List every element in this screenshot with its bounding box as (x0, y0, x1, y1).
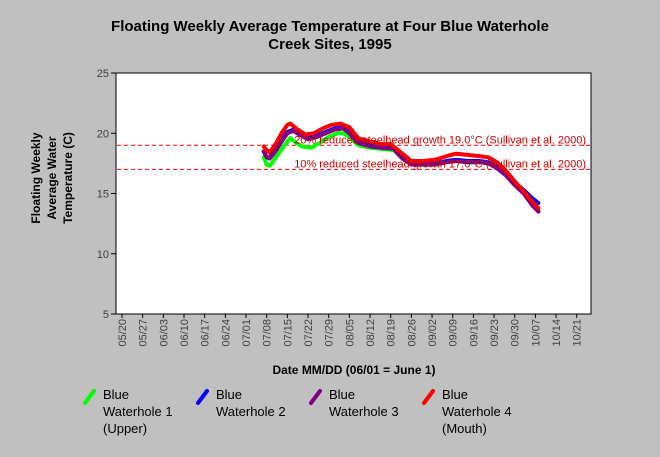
legend-swatch (83, 389, 96, 405)
x-tick-label: 08/12 (365, 319, 377, 347)
legend-label-line: Blue (442, 387, 468, 402)
x-tick-label: 10/21 (572, 319, 584, 347)
threshold-lines (117, 144, 590, 170)
x-tick-label: 06/17 (200, 319, 212, 347)
y-axis-label-line: Floating Weekly (29, 132, 43, 223)
chart-title-line: Floating Weekly Average Temperature at F… (111, 18, 549, 35)
series-line (261, 121, 541, 210)
legend-swatch (196, 389, 209, 405)
x-tick-label: 06/10 (179, 319, 191, 347)
legend-label-line: Blue (329, 387, 355, 402)
y-tick-label: 10 (97, 249, 109, 261)
y-axis-label-line: Average Water (45, 136, 59, 219)
x-tick-label: 05/27 (138, 319, 150, 347)
legend-label-line: (Upper) (103, 421, 147, 436)
x-tick-label: 10/14 (551, 319, 563, 347)
threshold-label: 10% reduced steelhead growth 17.0°C (Sul… (294, 158, 586, 170)
y-axis-ticks: 5 10 15 20 25 (97, 68, 116, 321)
x-tick-label: 07/15 (282, 319, 294, 347)
x-tick-label: 09/23 (489, 319, 501, 347)
legend-label-line: Waterhole 2 (216, 404, 286, 419)
legend-label-line: Waterhole 3 (329, 404, 399, 419)
legend-label-line: Waterhole 1 (103, 404, 173, 419)
x-tick-label: 09/09 (448, 319, 460, 347)
x-tick-label: 09/02 (427, 319, 439, 347)
x-tick-label: 08/26 (406, 319, 418, 347)
legend: Blue Waterhole 1 (Upper) Blue Waterhole 2 Blu… (83, 387, 512, 436)
x-tick-label: 08/19 (386, 319, 398, 347)
x-tick-label: 07/29 (324, 319, 336, 347)
x-tick-label: 07/08 (262, 319, 274, 347)
x-tick-label: 05/20 (117, 319, 129, 347)
x-tick-label: 07/22 (303, 319, 315, 347)
x-tick-label: 10/07 (530, 319, 542, 347)
legend-swatch (309, 389, 322, 405)
x-tick-label: 07/01 (241, 319, 253, 347)
x-tick-label: 06/03 (158, 319, 170, 347)
y-tick-label: 20 (97, 128, 109, 140)
x-axis-ticks: 05/20 05/27 06/03 06/10 06/17 06/24 07/01 07/08… (117, 314, 584, 347)
x-tick-label: 09/16 (468, 319, 480, 347)
chart-title: Floating Weekly Average Temperature at F… (111, 18, 549, 53)
y-axis-label: Floating Weekly Average Water Temperature … (29, 132, 75, 224)
chart-title-line: Creek Sites, 1995 (268, 36, 391, 53)
data-series (261, 121, 541, 214)
threshold-labels: 20% reduced steelhead growth 19.0°C (Sul… (294, 134, 586, 170)
legend-label-line: (Mouth) (442, 421, 487, 436)
y-tick-label: 5 (103, 309, 109, 321)
threshold-label: 20% reduced steelhead growth 19.0°C (Sul… (294, 134, 586, 146)
x-tick-label: 08/05 (344, 319, 356, 347)
x-axis-label: Date MM/DD (06/01 = June 1) (272, 363, 435, 377)
legend-label-line: Blue (103, 387, 129, 402)
legend-label-line: Blue (216, 387, 242, 402)
y-axis-label-line: Temperature (C) (61, 132, 75, 224)
y-tick-label: 25 (97, 68, 109, 80)
x-tick-label: 06/24 (220, 319, 232, 347)
x-tick-label: 09/30 (510, 319, 522, 347)
legend-label-line: Waterhole 4 (442, 404, 512, 419)
series-line (261, 126, 541, 214)
y-tick-label: 15 (97, 189, 109, 201)
plot-area (115, 72, 592, 315)
legend-swatch (422, 389, 435, 405)
